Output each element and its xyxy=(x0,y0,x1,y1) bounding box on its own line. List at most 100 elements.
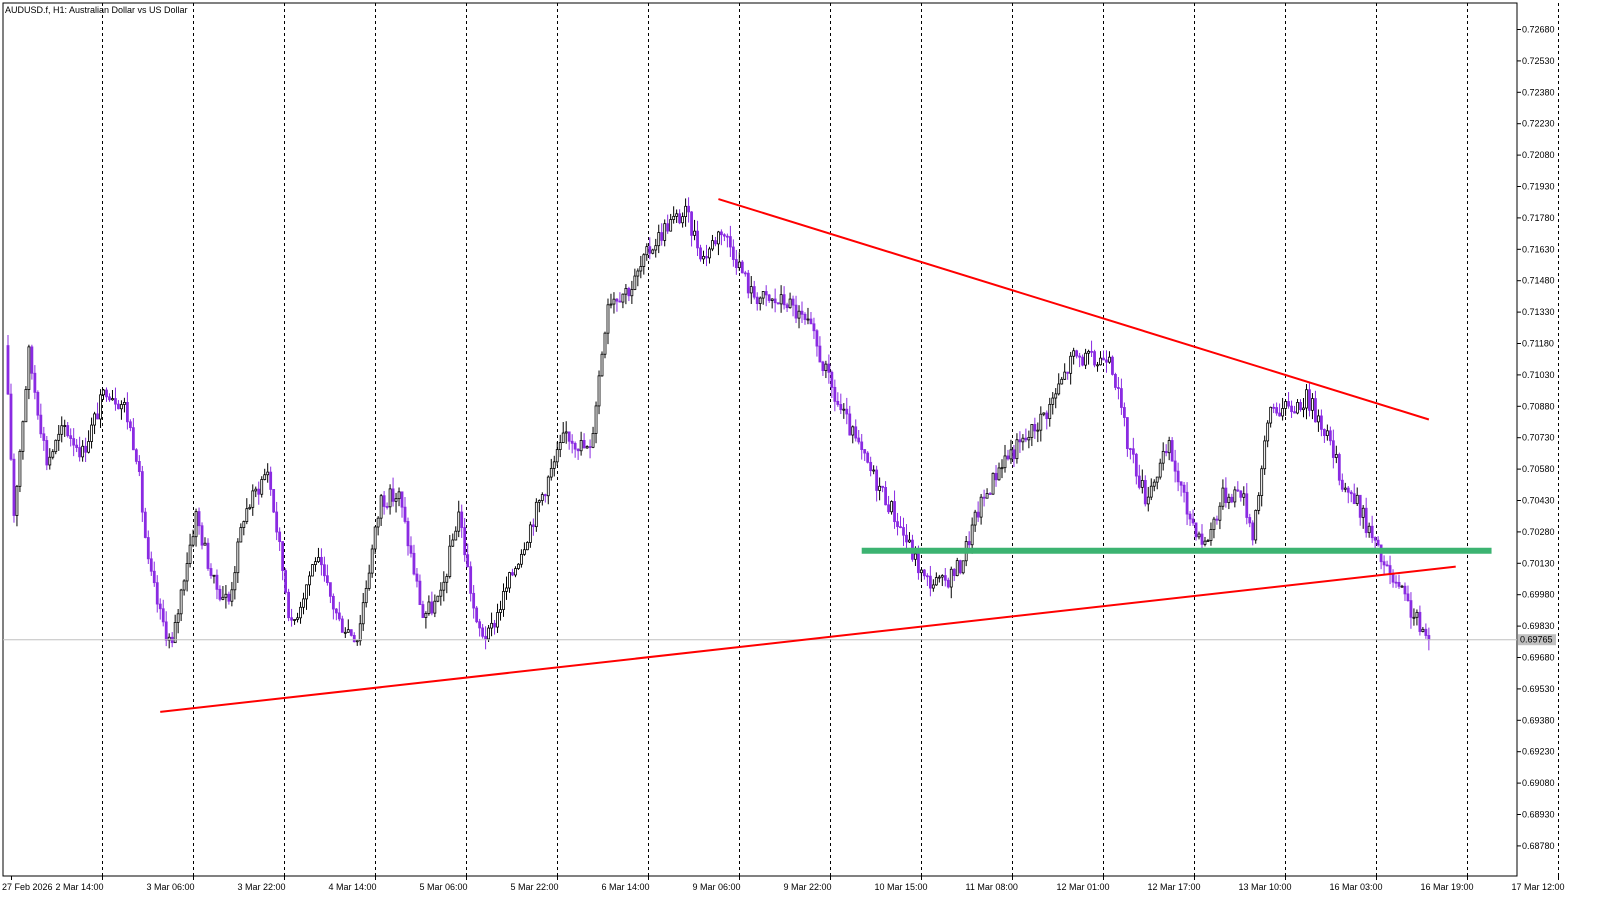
candle-body xyxy=(809,318,813,325)
candle-body xyxy=(1421,628,1425,632)
candle-body xyxy=(1412,616,1416,619)
candle-body xyxy=(1200,533,1204,545)
candle-body xyxy=(1263,440,1267,470)
candle-body xyxy=(33,372,37,393)
candle-body xyxy=(830,371,834,388)
candle-body xyxy=(1314,398,1317,423)
candle-body xyxy=(376,517,380,528)
candle-body xyxy=(427,601,431,614)
candle-body xyxy=(1161,450,1165,464)
candle-body xyxy=(382,495,386,507)
price-axis[interactable]: 0.72680 0.72530 0.72380 0.72230 0.72080 0.719… xyxy=(1517,25,1555,851)
candle-body xyxy=(1009,449,1013,460)
candle-body xyxy=(1018,439,1022,443)
candle-body xyxy=(1355,494,1359,505)
current-price-label: 0.69765 xyxy=(1520,635,1553,645)
candle-body xyxy=(1394,581,1398,584)
candle-body xyxy=(579,440,583,452)
candle-body xyxy=(385,506,389,508)
candle-body xyxy=(260,479,264,495)
candle-body xyxy=(1391,574,1395,583)
candle-body xyxy=(800,310,804,315)
candle-body xyxy=(39,414,43,435)
candle-body xyxy=(690,211,693,236)
candle-body xyxy=(1042,412,1046,415)
candle-body xyxy=(1179,481,1183,486)
time-tick-label: 16 Mar 03:00 xyxy=(1330,882,1383,892)
candle-body xyxy=(57,433,61,441)
candle-body xyxy=(1140,480,1144,488)
candle-body xyxy=(531,524,535,528)
candle-body xyxy=(875,469,879,491)
candle-body xyxy=(609,303,613,306)
time-tick-label: 27 Feb 2026 xyxy=(2,882,53,892)
candle-body xyxy=(755,296,759,305)
candle-body xyxy=(1272,406,1276,409)
candle-body xyxy=(1269,406,1273,424)
candle-body xyxy=(1105,359,1108,363)
candle-body xyxy=(1230,496,1234,503)
candle-body xyxy=(1099,357,1102,366)
candle-body xyxy=(1311,398,1314,411)
candle-body xyxy=(1296,402,1299,414)
candle-body xyxy=(555,449,559,463)
candle-body xyxy=(714,240,717,245)
time-axis[interactable]: 27 Feb 2026 2 Mar 14:00 3 Mar 06:00 3 Mar 2… xyxy=(2,876,1597,892)
candle-body xyxy=(454,530,458,541)
price-tick-label: 0.70730 xyxy=(1522,433,1555,443)
candle-body xyxy=(325,575,329,584)
candles xyxy=(6,197,1431,651)
candle-body xyxy=(15,485,19,516)
candle-body xyxy=(1188,513,1192,520)
candle-body xyxy=(1239,490,1243,498)
candle-body xyxy=(1060,378,1064,385)
candle-body xyxy=(18,450,22,487)
candle-body xyxy=(263,474,267,480)
price-tick-label: 0.68930 xyxy=(1522,810,1555,820)
price-tick-label: 0.69530 xyxy=(1522,684,1555,694)
candle-body xyxy=(1305,389,1308,409)
candle-body xyxy=(785,304,789,309)
candle-body xyxy=(1236,489,1240,492)
candle-body xyxy=(764,291,768,296)
candle-body xyxy=(514,568,517,576)
candle-body xyxy=(1012,449,1016,460)
candle-body xyxy=(564,431,568,434)
candle-body xyxy=(708,248,711,259)
candle-body xyxy=(484,635,488,640)
time-tick-label: 13 Mar 10:00 xyxy=(1239,882,1292,892)
candle-body xyxy=(1281,408,1284,417)
candle-body xyxy=(505,587,508,592)
candle-body xyxy=(525,542,529,551)
candle-body xyxy=(24,389,28,423)
candle-body xyxy=(669,219,673,232)
candle-body xyxy=(212,574,216,577)
candle-body xyxy=(1415,611,1419,618)
candle-body xyxy=(1206,540,1210,542)
candle-body xyxy=(430,601,434,614)
plot-area xyxy=(2,2,1518,877)
candle-body xyxy=(1128,448,1132,450)
candle-body xyxy=(540,494,544,501)
candle-body xyxy=(21,421,25,452)
candle-body xyxy=(1114,374,1117,388)
candle-body xyxy=(523,549,526,555)
candle-body xyxy=(1036,429,1040,432)
candle-body xyxy=(27,346,31,390)
candle-body xyxy=(1167,440,1171,454)
candle-body xyxy=(1346,487,1350,493)
price-tick-label: 0.68780 xyxy=(1522,841,1555,851)
candle-body xyxy=(1051,397,1055,405)
candle-body xyxy=(705,255,708,259)
candle-body xyxy=(1290,405,1293,413)
candle-body xyxy=(1024,437,1028,441)
candle-body xyxy=(6,345,10,395)
candle-body xyxy=(788,298,792,309)
candle-body xyxy=(734,259,738,269)
candle-body xyxy=(105,389,108,398)
candle-body xyxy=(364,587,368,604)
candle-body xyxy=(949,568,953,588)
candle-body xyxy=(30,346,34,374)
candle-body xyxy=(1090,350,1093,353)
